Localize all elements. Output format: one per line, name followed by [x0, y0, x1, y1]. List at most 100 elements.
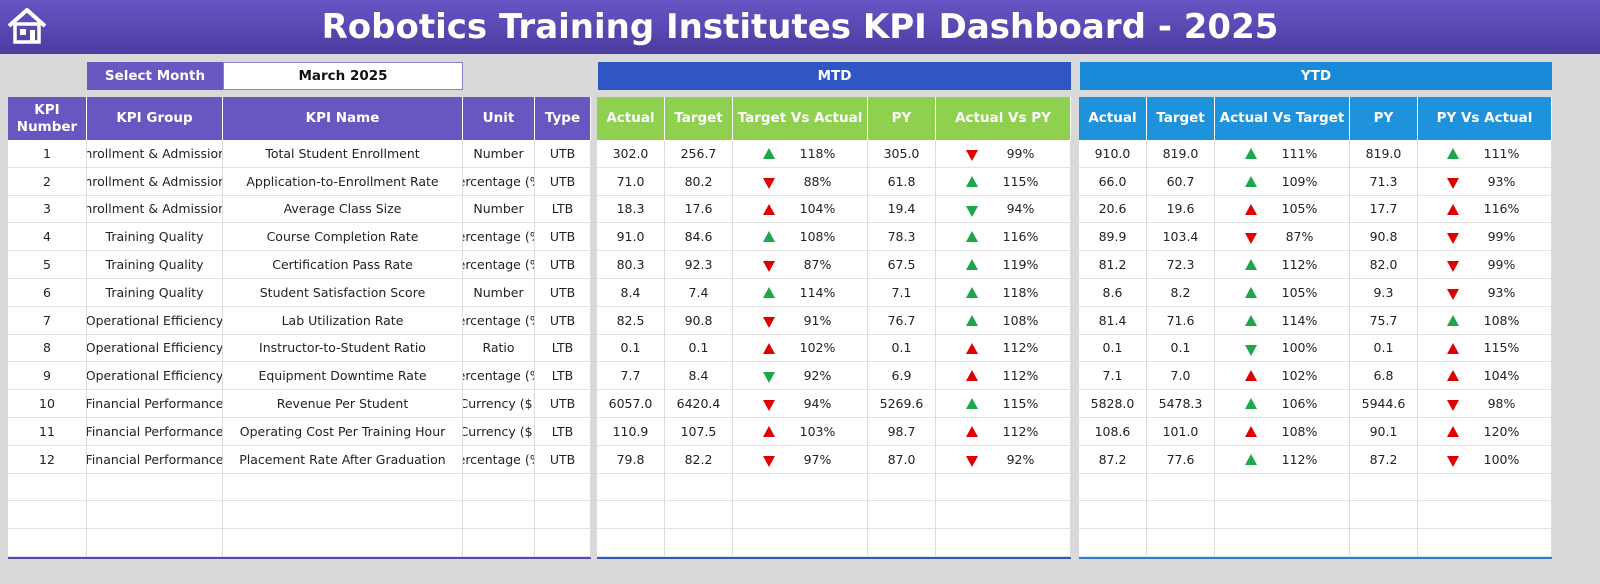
percent-value: 112% — [1002, 423, 1039, 439]
arrow-down — [1245, 344, 1257, 356]
percent-cell: 119% — [936, 251, 1071, 279]
table-cell: LTB — [535, 334, 591, 363]
empty-cell — [463, 473, 535, 502]
arrow-up — [763, 148, 775, 159]
table-cell: Financial Performance — [87, 418, 223, 446]
table-cell: Operational Efficiency — [87, 334, 223, 363]
table-cell: 76.7 — [868, 306, 936, 335]
arrow-up — [1245, 426, 1257, 437]
percent-value: 108% — [1483, 312, 1520, 328]
empty-cell — [597, 473, 665, 502]
ytd-banner: YTD — [1080, 62, 1552, 90]
arrow-up — [966, 426, 978, 437]
column-header: Actual Vs Target — [1215, 97, 1350, 140]
table-cell: 5944.6 — [1350, 390, 1418, 418]
arrow-down — [763, 316, 775, 328]
arrow-down — [763, 400, 775, 412]
percent-cell: 111% — [1418, 140, 1552, 168]
percent-cell: 87% — [1215, 223, 1350, 252]
column-header: Target Vs Actual — [733, 97, 868, 140]
percent-value: 115% — [1002, 396, 1039, 412]
table-cell: 82.2 — [665, 445, 733, 474]
mtd-banner: MTD — [598, 62, 1071, 90]
table-cell: 18.3 — [597, 195, 665, 224]
arrow-down — [763, 372, 775, 384]
home-icon[interactable] — [6, 6, 48, 46]
percent-cell: 103% — [733, 418, 868, 446]
percent-value: 94% — [1006, 201, 1035, 217]
table-cell: 84.6 — [665, 223, 733, 252]
table-cell: Percentage (%) — [463, 251, 535, 279]
table-cell: LTB — [535, 362, 591, 391]
table-cell: 81.4 — [1079, 306, 1147, 335]
table-cell: 5478.3 — [1147, 390, 1215, 418]
percent-cell: 102% — [1215, 362, 1350, 391]
empty-cell — [87, 529, 223, 557]
table-cell: 305.0 — [868, 140, 936, 168]
percent-value: 93% — [1487, 173, 1516, 189]
table-cell: Training Quality — [87, 279, 223, 307]
table-cell: UTB — [535, 251, 591, 279]
table-cell: UTB — [535, 306, 591, 335]
percent-cell: 99% — [1418, 223, 1552, 252]
table-cell: Average Class Size — [223, 195, 463, 224]
arrow-up — [1447, 426, 1459, 437]
table-cell: 5828.0 — [1079, 390, 1147, 418]
table-cell: Instructor-to-Student Ratio — [223, 334, 463, 363]
table-cell: Certification Pass Rate — [223, 251, 463, 279]
table-cell: 4 — [8, 223, 87, 252]
percent-cell: 114% — [1215, 306, 1350, 335]
percent-cell: 97% — [733, 445, 868, 474]
percent-cell: 118% — [733, 140, 868, 168]
table-cell: Enrollment & Admissions — [87, 195, 223, 224]
table-cell: Percentage (%) — [463, 362, 535, 391]
table-cell: Operational Efficiency — [87, 306, 223, 335]
table-cell: 82.0 — [1350, 251, 1418, 279]
column-header: KPI Group — [87, 97, 223, 140]
percent-cell: 91% — [733, 306, 868, 335]
arrow-up — [966, 314, 978, 326]
percent-value: 100% — [1281, 340, 1318, 356]
percent-cell: 112% — [1215, 251, 1350, 279]
percent-value: 108% — [1281, 423, 1318, 439]
empty-cell — [868, 473, 936, 502]
empty-cell — [1418, 473, 1552, 502]
percent-cell: 98% — [1418, 390, 1552, 418]
empty-cell — [733, 529, 868, 557]
empty-cell — [223, 473, 463, 502]
arrow-down — [1447, 233, 1459, 245]
arrow-up — [1245, 259, 1257, 271]
month-dropdown[interactable]: March 2025 — [223, 62, 463, 90]
table-cell: 90.8 — [665, 306, 733, 335]
empty-cell — [1215, 501, 1350, 530]
table-cell: 75.7 — [1350, 306, 1418, 335]
percent-value: 94% — [803, 396, 832, 412]
percent-value: 99% — [1487, 257, 1516, 273]
empty-cell — [1215, 529, 1350, 557]
percent-cell: 112% — [936, 334, 1071, 363]
table-cell: UTB — [535, 223, 591, 252]
percent-value: 114% — [799, 284, 836, 300]
table-cell: 19.4 — [868, 195, 936, 224]
table-cell: 60.7 — [1147, 167, 1215, 196]
table-cell: 80.2 — [665, 167, 733, 196]
table-cell: 6.9 — [868, 362, 936, 391]
table-cell: 7.1 — [868, 279, 936, 307]
table-cell: Operating Cost Per Training Hour — [223, 418, 463, 446]
table-cell: 90.1 — [1350, 418, 1418, 446]
percent-value: 97% — [803, 451, 832, 467]
table-cell: 98.7 — [868, 418, 936, 446]
arrow-down — [763, 177, 775, 189]
table-cell: Financial Performance — [87, 445, 223, 474]
column-header: Actual Vs PY — [936, 97, 1071, 140]
table-cell: Course Completion Rate — [223, 223, 463, 252]
percent-value: 102% — [1281, 368, 1318, 384]
percent-cell: 116% — [1418, 195, 1552, 224]
table-cell: 10 — [8, 390, 87, 418]
table-cell: 0.1 — [1350, 334, 1418, 363]
percent-value: 108% — [799, 229, 836, 245]
arrow-up — [763, 203, 775, 215]
table-cell: UTB — [535, 279, 591, 307]
table-cell: 8.4 — [597, 279, 665, 307]
